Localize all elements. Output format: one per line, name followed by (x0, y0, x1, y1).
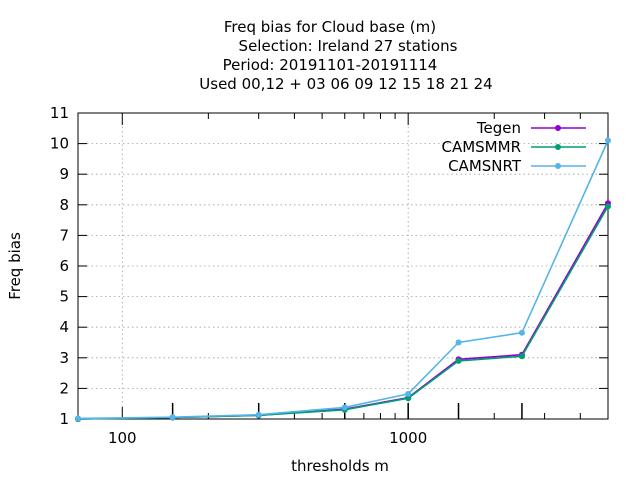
legend-label-tegen: Tegen (476, 119, 521, 137)
y-tick-label-1: 2 (59, 379, 69, 397)
series-line-camsmmr (77, 205, 609, 420)
data-point-camsnrt-2 (255, 411, 262, 418)
grid (78, 113, 608, 419)
data-point-camsmmr-6 (518, 353, 525, 360)
plot-frame (77, 112, 609, 420)
y-tick-label-4: 5 (59, 288, 69, 306)
data-point-camsnrt-4 (405, 390, 412, 397)
y-tick-label-3: 4 (59, 318, 69, 336)
data-point-camsnrt-6 (518, 329, 525, 336)
legend-marker-tegen (555, 125, 561, 131)
y-tick-label-0: 1 (59, 410, 69, 428)
legend-marker-camsmmr (555, 144, 561, 150)
data-point-camsnrt-5 (455, 339, 462, 346)
data-point-camsmmr-4 (405, 395, 412, 402)
legend-label-camsmmr: CAMSMMR (441, 138, 521, 156)
data-point-camsnrt-7 (605, 137, 611, 144)
title-line-3: Period: 20191101-20191114 (223, 56, 438, 74)
data-point-camsmmr-7 (605, 203, 611, 210)
data-point-camsmmr-5 (455, 357, 462, 364)
y-tick-label-9: 10 (50, 135, 69, 153)
series-camsnrt (75, 137, 611, 422)
y-tick-label-7: 8 (59, 196, 69, 214)
y-tick-label-6: 7 (59, 226, 69, 244)
y-axis-label: Freq bias (6, 232, 24, 300)
legend-label-camsnrt: CAMSNRT (448, 157, 522, 175)
y-tick-label-8: 9 (59, 165, 69, 183)
data-point-camsnrt-1 (169, 414, 176, 421)
x-tick-label-0: 100 (108, 429, 137, 447)
y-tick-label-5: 6 (59, 257, 69, 275)
x-tick-label-1: 1000 (389, 429, 427, 447)
title-line-4: Used 00,12 + 03 06 09 12 15 18 21 24 (199, 75, 492, 93)
x-axis-label: thresholds m (291, 457, 389, 475)
title-line-1: Freq bias for Cloud base (m) (224, 18, 436, 36)
y-tick-label-2: 3 (59, 349, 69, 367)
series-line-camsnrt (77, 140, 609, 420)
axes: 1 2 3 4 5 6 7 8 9 10 11 100 1000 (50, 104, 609, 447)
data-point-camsnrt-0 (75, 415, 81, 422)
data-point-camsnrt-3 (341, 404, 348, 411)
title-line-2: Selection: Ireland 27 stations (239, 37, 458, 55)
y-tick-label-10: 11 (50, 104, 69, 122)
series-layer (75, 137, 611, 422)
chart-title: Freq bias for Cloud base (m) Selection: … (199, 18, 492, 93)
legend-marker-camsnrt (555, 163, 561, 169)
